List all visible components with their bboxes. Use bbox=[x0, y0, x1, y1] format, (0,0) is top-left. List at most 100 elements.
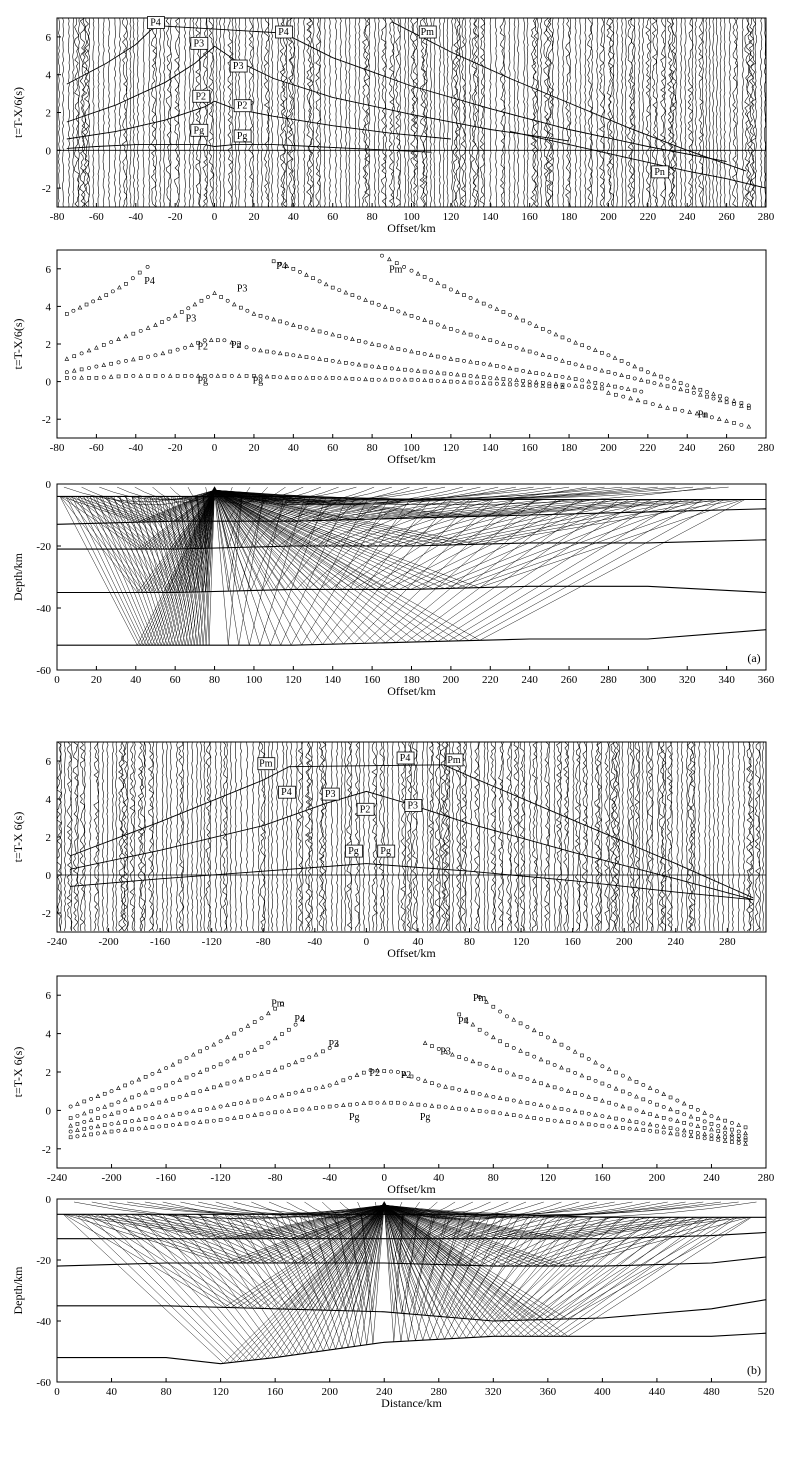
y-tick-label: -2 bbox=[42, 908, 51, 920]
x-tick-label: 160 bbox=[564, 936, 581, 948]
phase-label: Pm bbox=[473, 993, 487, 1004]
pick-P4 bbox=[337, 288, 342, 293]
x-tick-label: 280 bbox=[719, 936, 736, 948]
pick-P3 bbox=[457, 1055, 462, 1059]
x-axis-label: Distance/km bbox=[381, 1396, 442, 1410]
interface-line bbox=[57, 629, 766, 646]
pick-P3 bbox=[307, 1055, 312, 1060]
pick-Pg bbox=[209, 374, 214, 378]
pick-Pm bbox=[681, 1101, 687, 1106]
pick-P3 bbox=[554, 374, 558, 378]
pick-P2 bbox=[341, 1078, 346, 1083]
pick-P2 bbox=[641, 1121, 646, 1126]
pick-Pg bbox=[202, 374, 207, 378]
pick-P2 bbox=[572, 1108, 578, 1114]
phase-label: P4 bbox=[400, 753, 411, 764]
pick-Pm bbox=[259, 1016, 264, 1021]
pick-P3 bbox=[191, 1091, 196, 1095]
pick-P4 bbox=[184, 1075, 189, 1080]
pick-Pg bbox=[586, 1122, 591, 1127]
pick-P3 bbox=[317, 329, 322, 334]
pick-P3 bbox=[245, 308, 250, 313]
pick-P2 bbox=[491, 1095, 496, 1099]
x-tick-label: 20 bbox=[248, 211, 260, 223]
pick-P3 bbox=[172, 313, 178, 318]
pick-P2 bbox=[354, 1072, 360, 1077]
pick-P2 bbox=[422, 369, 427, 374]
pick-P4 bbox=[409, 313, 414, 318]
y-tick-label: 4 bbox=[46, 301, 52, 313]
curve-P3 bbox=[69, 790, 754, 901]
phase-label: Pm bbox=[447, 755, 461, 766]
pick-P2 bbox=[474, 373, 480, 379]
pick-Pg bbox=[416, 1102, 421, 1107]
pick-P3 bbox=[163, 1098, 169, 1103]
pick-P4 bbox=[675, 1110, 680, 1114]
pick-Pm bbox=[387, 256, 392, 262]
pick-P2 bbox=[497, 1095, 503, 1100]
interface-line bbox=[57, 1231, 766, 1240]
pick-P3 bbox=[177, 1095, 182, 1099]
pick-P2 bbox=[79, 367, 84, 372]
pick-P3 bbox=[68, 1123, 73, 1128]
phase-labels: P4 P3 P2 Pg P3 P2 Pg P4 Pm Pn bbox=[147, 16, 670, 179]
pick-P3 bbox=[75, 1122, 80, 1126]
pick-P3 bbox=[573, 1091, 577, 1095]
pick-P4 bbox=[678, 386, 683, 392]
pick-P4 bbox=[116, 1100, 121, 1105]
pick-P4 bbox=[527, 349, 532, 354]
x-tick-label: 320 bbox=[485, 1386, 502, 1398]
pick-P2 bbox=[505, 1097, 509, 1102]
y-tick-label: 6 bbox=[46, 756, 52, 768]
pick-P3 bbox=[79, 351, 84, 356]
x-tick-label: -80 bbox=[50, 442, 65, 454]
pick-P4 bbox=[416, 316, 420, 320]
pick-P2 bbox=[196, 340, 200, 345]
pick-P3 bbox=[337, 334, 342, 338]
pick-P4 bbox=[350, 293, 355, 297]
pick-Pg bbox=[68, 1135, 73, 1140]
pick-P4 bbox=[150, 1088, 155, 1093]
curve-P4 bbox=[66, 25, 727, 163]
pick-P2 bbox=[527, 379, 532, 384]
pick-Pg bbox=[470, 1107, 476, 1112]
pick-P4 bbox=[746, 406, 751, 410]
pick-Pm bbox=[474, 298, 480, 303]
pick-P4 bbox=[560, 358, 565, 363]
ray bbox=[384, 1201, 757, 1218]
pick-P3 bbox=[116, 336, 121, 341]
pick-P3 bbox=[198, 1089, 203, 1094]
pick-P2 bbox=[484, 1092, 489, 1098]
x-tick-label: 60 bbox=[327, 442, 339, 454]
pick-P3 bbox=[545, 1082, 551, 1088]
pick-Pg bbox=[197, 1119, 203, 1124]
pick-Pg bbox=[271, 375, 276, 379]
pick-Pm bbox=[723, 1118, 727, 1123]
x-tick-label: 20 bbox=[91, 674, 103, 686]
pick-Pm bbox=[491, 1004, 496, 1009]
y-axis: 6 4 2 0 -2 bbox=[42, 756, 61, 920]
x-tick-label: -40 bbox=[307, 936, 322, 948]
plot-area bbox=[57, 18, 766, 207]
x-tick-label: 40 bbox=[106, 1386, 118, 1398]
phase-label: P3 bbox=[408, 801, 419, 812]
pick-P3 bbox=[422, 1040, 428, 1045]
x-tick-label: 120 bbox=[513, 936, 530, 948]
x-tick-label: 260 bbox=[561, 674, 578, 686]
pick-P3 bbox=[179, 310, 184, 314]
pick-P3 bbox=[192, 301, 198, 307]
pick-P3 bbox=[116, 1110, 121, 1115]
pick-P3 bbox=[566, 375, 572, 380]
pick-Pg bbox=[514, 382, 519, 387]
pick-Pg bbox=[593, 1123, 598, 1127]
pick-P2 bbox=[82, 1127, 87, 1131]
pick-Pg bbox=[183, 374, 187, 378]
pick-P2 bbox=[252, 1098, 257, 1103]
pick-Pg bbox=[402, 377, 408, 382]
pick-P2 bbox=[593, 1112, 598, 1117]
plot-area bbox=[68, 995, 748, 1146]
pick-Pg bbox=[109, 1129, 114, 1134]
pick-P4 bbox=[665, 384, 670, 389]
pick-Pg bbox=[211, 1118, 216, 1123]
pick-Pg bbox=[368, 1100, 373, 1105]
